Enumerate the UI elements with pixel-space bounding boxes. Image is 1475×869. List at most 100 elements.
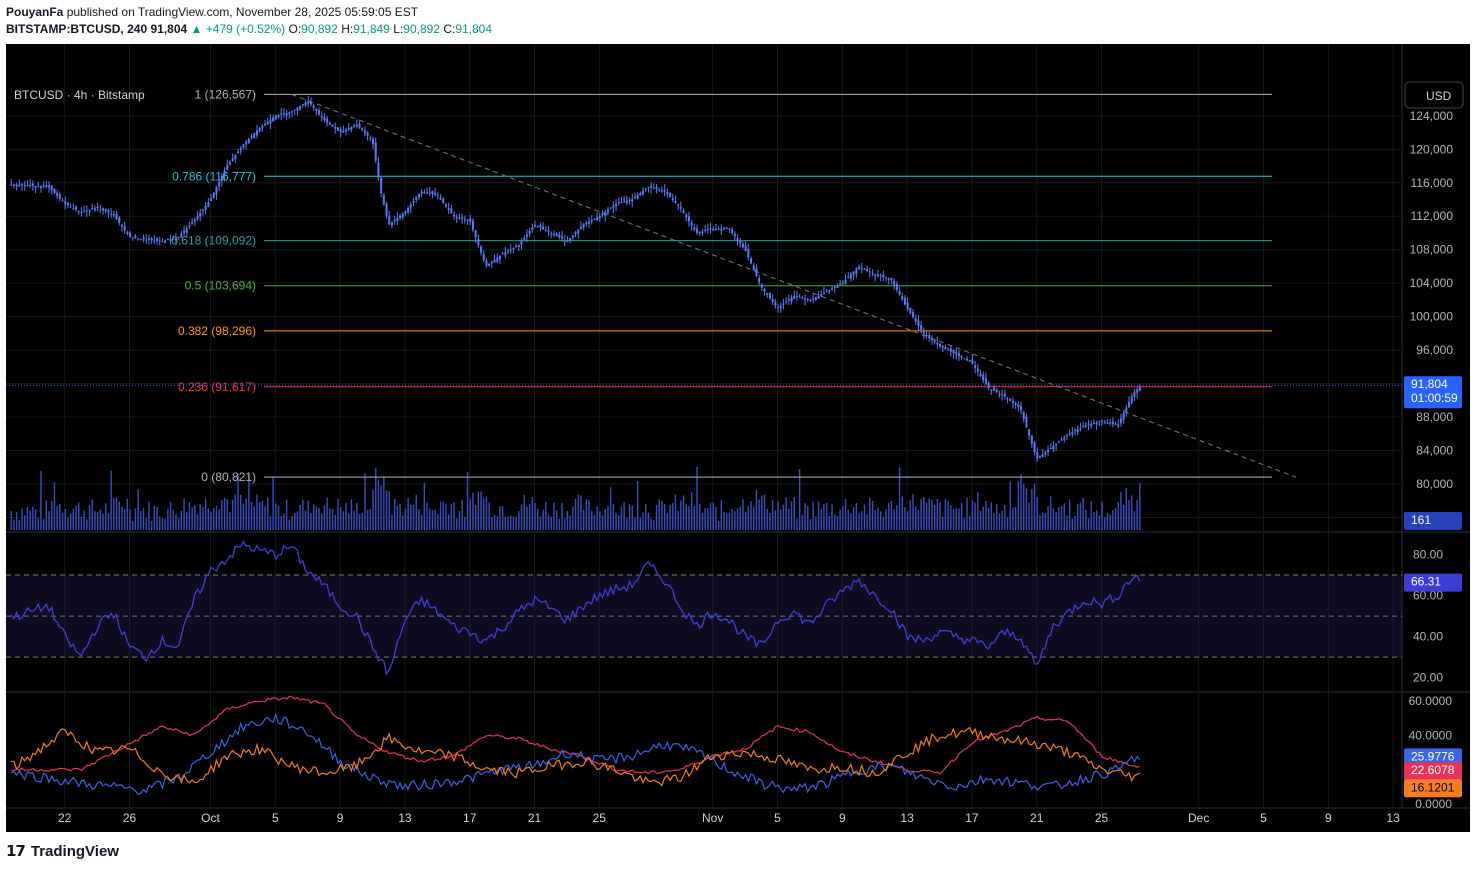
descending-trendline[interactable] [291, 93, 1297, 478]
volume-bar [161, 518, 164, 530]
candle-body [61, 200, 64, 202]
volume-bar [223, 498, 226, 530]
symbol-name: BITSTAMP:BTCUSD, 240 [6, 22, 148, 36]
candle-body [512, 248, 515, 250]
volume-bar [380, 485, 382, 530]
volume-bar [429, 508, 431, 530]
candle-body [161, 241, 164, 243]
candle-body [48, 185, 51, 188]
volume-bar [399, 504, 401, 530]
candle-body [909, 307, 912, 314]
volume-bar [442, 501, 444, 530]
volume-bar [491, 517, 493, 530]
volume-bar [742, 499, 744, 530]
volume-bar [175, 514, 177, 530]
time-axis-label: 5 [272, 811, 279, 825]
candle-body [496, 257, 499, 262]
volume-bar [777, 501, 779, 530]
volume-bar [785, 497, 787, 530]
volume-bar [291, 515, 293, 530]
volume-bar [699, 503, 701, 530]
x-axis[interactable]: 22 26 Oct 5 9 13 17 21 25 Nov 5 9 13 17 21 25 Dec 5 9 13 [58, 811, 1400, 825]
candle-body [696, 228, 699, 233]
candle-body [625, 200, 628, 204]
price-axis-label: 124,000 [1410, 109, 1454, 123]
volume-bar [531, 497, 534, 530]
volume-bar [998, 513, 1001, 530]
chart-canvas[interactable]: 1 (126,567) 0.786 (116,777) 0.618 (109,092… [6, 44, 1470, 832]
volume-bar [272, 477, 274, 530]
volume-bar [682, 495, 685, 530]
candle-body [952, 349, 955, 354]
candle-body [744, 245, 747, 251]
candle-body [968, 360, 971, 362]
volume-bar [526, 506, 528, 530]
candle-body [75, 206, 78, 210]
candle-body [150, 238, 153, 241]
close-value: 91,804 [455, 22, 493, 36]
trendline[interactable] [291, 93, 1297, 478]
candle-body [1095, 422, 1098, 425]
volume-bar [469, 498, 471, 530]
volume-bar [420, 515, 423, 530]
candle-body [1020, 406, 1023, 411]
volume-bar [650, 518, 652, 530]
volume-bar [13, 519, 15, 530]
candle-body [72, 208, 75, 210]
volume-bar [688, 506, 690, 530]
candle-body [604, 211, 607, 216]
volume-bar [377, 479, 380, 530]
volume-bar [437, 513, 439, 530]
volume-bar [782, 504, 785, 530]
candle-body [301, 104, 304, 106]
fib-retracement[interactable]: 1 (126,567) 0.786 (116,777) 0.618 (109,092… [171, 87, 1272, 484]
volume-bar [350, 499, 353, 530]
fib-level-label: 0.618 (109,092) [171, 234, 256, 248]
candle-body [193, 219, 196, 222]
candle-body [442, 198, 445, 203]
volume-bar [515, 516, 517, 530]
volume-bar [915, 506, 917, 530]
volume-bar [34, 509, 37, 530]
volume-bar [1023, 483, 1025, 530]
volume-bar [250, 501, 253, 530]
candle-body [574, 232, 577, 235]
volume-bar [472, 492, 474, 530]
candle-body [609, 207, 612, 209]
volume-bar [493, 514, 496, 530]
volume-bar [1044, 513, 1047, 530]
candle-body [733, 233, 736, 237]
candle-body [1103, 421, 1106, 423]
tradingview-logo[interactable]: 𝟭𝟳 TradingView [6, 842, 119, 861]
dmi-minus-tag-bg [1404, 762, 1462, 781]
volume-bar [169, 501, 172, 530]
candle-body [814, 296, 817, 301]
candle-body [1098, 421, 1101, 423]
candle-body [747, 249, 750, 258]
candle-body [396, 217, 399, 222]
candle-body [787, 299, 790, 301]
volume-bar [620, 506, 623, 530]
currency-button[interactable]: USD [1404, 81, 1464, 109]
candle-body [633, 196, 636, 198]
volume-bar [1025, 488, 1028, 530]
candle-body [266, 121, 269, 125]
candle-body [542, 226, 545, 230]
volume-bar [950, 505, 952, 530]
volume-bar [186, 512, 188, 530]
candle-body [477, 239, 480, 245]
volume-bar [869, 497, 871, 530]
author-name[interactable]: PouyanFa [6, 5, 64, 19]
candle-body [15, 184, 18, 187]
candle-body [493, 259, 496, 263]
candle-body [91, 208, 94, 210]
volume-bar [210, 511, 212, 530]
volume-bar [631, 505, 633, 530]
volume-bar [191, 507, 193, 530]
volume-bar [1074, 515, 1076, 530]
candle-body [242, 144, 245, 148]
volume-bar [812, 501, 814, 530]
candle-body [666, 192, 669, 195]
volume-bar [196, 514, 199, 530]
volume-bar [348, 513, 350, 530]
